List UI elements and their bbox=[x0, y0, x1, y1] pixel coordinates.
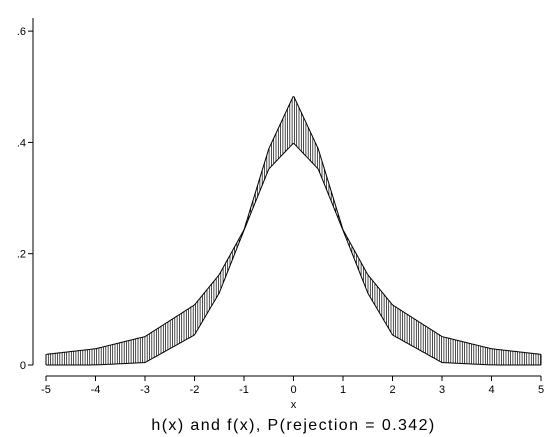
x-axis: -5 -4 -3 -2 -1 0 1 2 3 4 5 bbox=[41, 376, 544, 396]
series-f-line bbox=[46, 144, 541, 365]
x-tick-label: -4 bbox=[91, 384, 101, 396]
x-tick-label: 4 bbox=[488, 384, 494, 396]
chart-caption: h(x) and f(x), P(rejection = 0.342) bbox=[151, 417, 435, 434]
x-tick-label: 5 bbox=[538, 384, 544, 396]
x-tick-label: -3 bbox=[140, 384, 150, 396]
x-tick-label: -5 bbox=[41, 384, 51, 396]
y-tick-label: .2 bbox=[17, 249, 26, 261]
y-tick-label: 0 bbox=[20, 360, 26, 372]
curves bbox=[46, 97, 541, 365]
x-tick-label: -2 bbox=[190, 384, 200, 396]
y-tick-label: .4 bbox=[17, 137, 26, 149]
y-axis: 0 .2 .4 .6 bbox=[17, 18, 33, 372]
x-tick-label: 3 bbox=[439, 384, 445, 396]
series-h-line bbox=[46, 97, 541, 355]
y-tick-label: .6 bbox=[17, 26, 26, 38]
x-tick-label: 0 bbox=[290, 384, 296, 396]
x-tick-label: 2 bbox=[389, 384, 395, 396]
hatch-fill bbox=[46, 98, 541, 365]
x-tick-label: -1 bbox=[239, 384, 249, 396]
x-axis-title: x bbox=[291, 399, 297, 411]
x-tick-label: 1 bbox=[340, 384, 346, 396]
